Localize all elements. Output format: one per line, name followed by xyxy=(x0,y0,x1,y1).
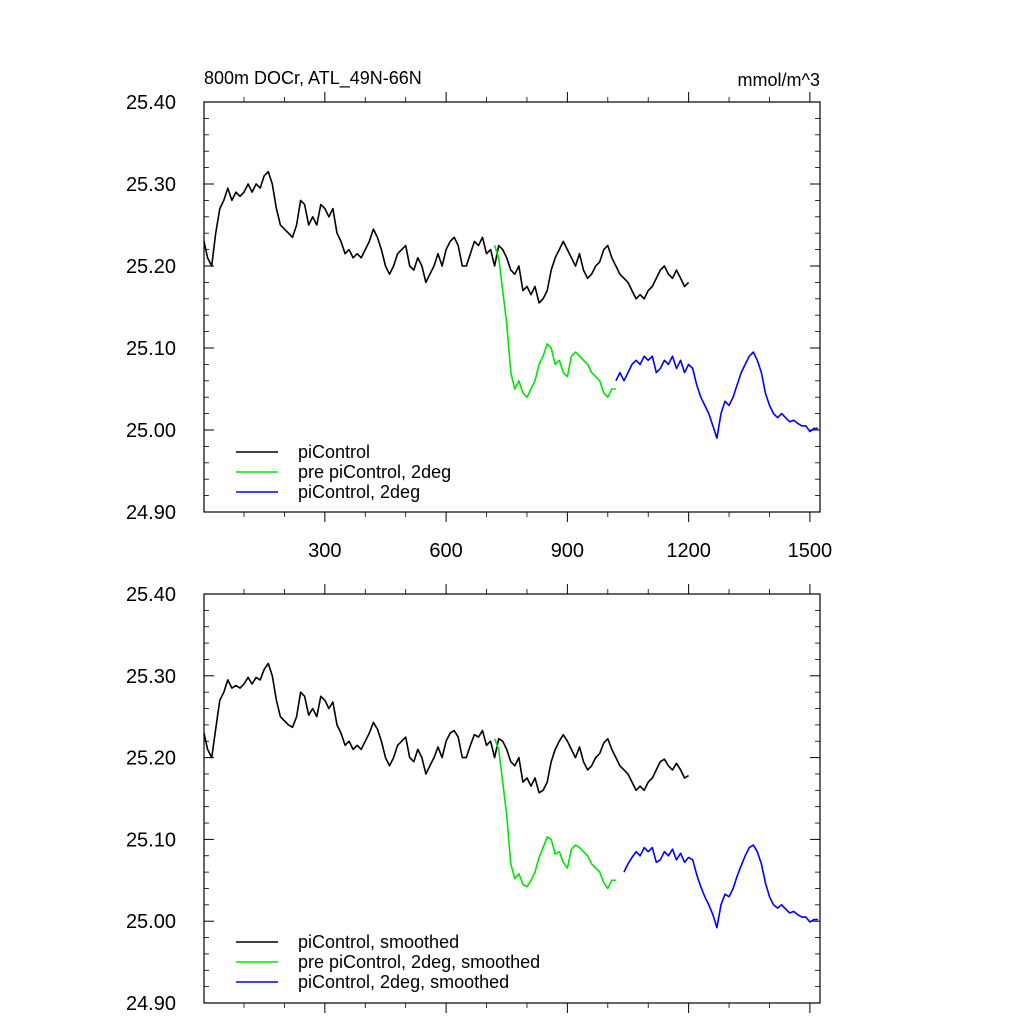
y-tick-label: 25.40 xyxy=(126,92,176,114)
x-tick-label: 600 xyxy=(429,540,462,562)
y-tick-label: 25.20 xyxy=(126,748,176,770)
series-line-0 xyxy=(203,662,690,794)
y-tick-label: 25.30 xyxy=(126,174,176,196)
x-tick-label: 1500 xyxy=(788,540,833,562)
legend-label: piControl, 2deg, smoothed xyxy=(298,972,509,992)
legend-label: pre piControl, 2deg xyxy=(298,462,451,482)
chart-title: 800m DOCr, ATL_49N-66N xyxy=(204,68,422,89)
y-tick-label: 25.30 xyxy=(126,666,176,688)
x-tick-label: 900 xyxy=(551,540,584,562)
plot-frame xyxy=(203,101,821,513)
y-tick-label: 25.00 xyxy=(126,420,176,442)
units-label: mmol/m^3 xyxy=(738,70,820,90)
bottom-panel: 24.90 25.00 25.10 25.20 25.30 25.40 piControl… xyxy=(126,584,821,1015)
series-line-1 xyxy=(493,245,616,399)
y-tick-label: 24.90 xyxy=(126,502,176,524)
legend-label: pre piControl, 2deg, smoothed xyxy=(298,952,540,972)
y-tick-label: 24.90 xyxy=(126,993,176,1015)
legend-label: piControl, 2deg xyxy=(298,482,420,502)
y-tick-label: 25.00 xyxy=(126,911,176,933)
y-tick-label: 25.10 xyxy=(126,829,176,851)
series-line-2 xyxy=(615,351,818,440)
series-line-0 xyxy=(203,170,690,304)
y-tick-label: 25.10 xyxy=(126,338,176,360)
x-tick-label: 300 xyxy=(308,540,341,562)
top-panel: 800m DOCr, ATL_49N-66N mmol/m^3 24.90 25.… xyxy=(126,68,832,562)
series-line-2 xyxy=(623,844,818,929)
legend-label: piControl, smoothed xyxy=(298,932,459,952)
series-line-1 xyxy=(493,738,616,890)
x-tick-label: 1200 xyxy=(666,540,711,562)
legend-label: piControl xyxy=(298,442,370,462)
y-tick-label: 25.40 xyxy=(126,584,176,606)
y-tick-label: 25.20 xyxy=(126,256,176,278)
plot-frame xyxy=(203,593,821,1004)
